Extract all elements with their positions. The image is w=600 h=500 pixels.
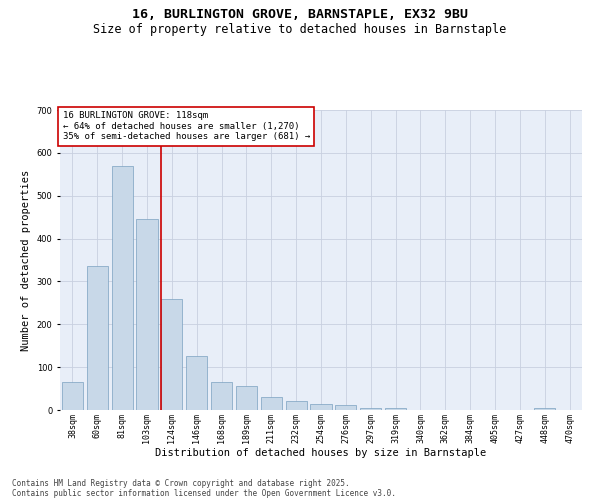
Bar bbox=[335, 405, 356, 410]
Bar bbox=[136, 220, 158, 410]
Bar bbox=[112, 166, 133, 410]
X-axis label: Distribution of detached houses by size in Barnstaple: Distribution of detached houses by size … bbox=[155, 448, 487, 458]
Bar bbox=[310, 404, 332, 410]
Bar bbox=[385, 408, 406, 410]
Bar bbox=[62, 382, 83, 410]
Text: 16, BURLINGTON GROVE, BARNSTAPLE, EX32 9BU: 16, BURLINGTON GROVE, BARNSTAPLE, EX32 9… bbox=[132, 8, 468, 20]
Text: Size of property relative to detached houses in Barnstaple: Size of property relative to detached ho… bbox=[94, 22, 506, 36]
Bar bbox=[360, 408, 381, 410]
Text: Contains HM Land Registry data © Crown copyright and database right 2025.: Contains HM Land Registry data © Crown c… bbox=[12, 478, 350, 488]
Bar bbox=[186, 356, 207, 410]
Bar bbox=[534, 408, 555, 410]
Bar bbox=[161, 298, 182, 410]
Bar bbox=[87, 266, 108, 410]
Y-axis label: Number of detached properties: Number of detached properties bbox=[21, 170, 31, 350]
Bar bbox=[286, 402, 307, 410]
Bar bbox=[211, 382, 232, 410]
Bar bbox=[261, 397, 282, 410]
Text: Contains public sector information licensed under the Open Government Licence v3: Contains public sector information licen… bbox=[12, 488, 396, 498]
Text: 16 BURLINGTON GROVE: 118sqm
← 64% of detached houses are smaller (1,270)
35% of : 16 BURLINGTON GROVE: 118sqm ← 64% of det… bbox=[62, 112, 310, 142]
Bar bbox=[236, 386, 257, 410]
